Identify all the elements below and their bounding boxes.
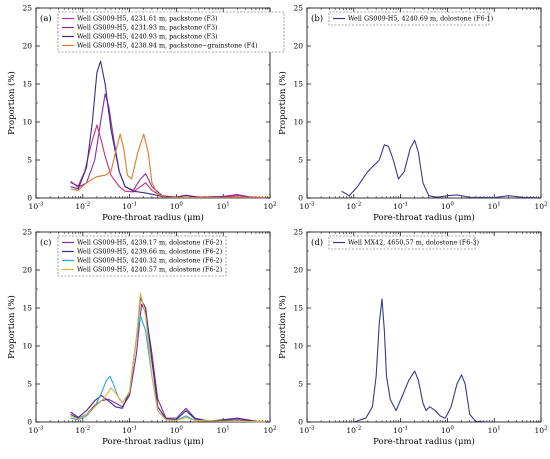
x-tick-label: 10-1 [122, 426, 137, 436]
x-tick-label: 10-1 [393, 426, 408, 436]
x-tick-label: 101 [217, 202, 230, 212]
y-axis-label: Proportion (%) [6, 295, 17, 359]
legend-entry: Well GS009-H5, 4239.17 m, dolostone (F6-… [77, 239, 222, 247]
y-tick-label: 0 [298, 418, 303, 427]
x-tick-label: 10-3 [29, 202, 44, 212]
legend-entry: Well GS009-H5, 4239.66 m, dolostone (F6-… [77, 248, 222, 256]
panel-label: (c) [40, 237, 51, 248]
chart-panel-3: 10-3 10-2 10-1 100 101 102 0 5 10 15 20 25 Pore-thro… [277, 228, 548, 447]
x-axis-label: Pore-throat radius (μm) [373, 212, 475, 223]
y-tick-label: 10 [293, 342, 303, 351]
legend-box [328, 11, 490, 26]
y-tick-label: 20 [293, 42, 303, 51]
series-line [70, 124, 266, 199]
series-line [70, 133, 266, 199]
legend-entry: Well MX42, 4650.57 m, dolostone (F6-3) [348, 239, 479, 247]
y-tick-label: 5 [298, 380, 303, 389]
y-tick-label: 15 [22, 80, 32, 89]
series-line [353, 298, 490, 423]
legend-entry: Well GS009-H5, 4240.32 m, dolostone (F6-… [77, 257, 222, 265]
y-tick-label: 25 [22, 228, 32, 237]
x-tick-label: 100 [441, 202, 455, 212]
legend-entry: Well GS009-H5, 4240.93 m, packstone (F3) [77, 33, 218, 41]
x-axis-label: Pore-throat radius (μm) [102, 436, 204, 447]
x-tick-label: 10-2 [75, 202, 90, 212]
panel-label: (d) [311, 237, 323, 248]
y-tick-label: 0 [27, 194, 32, 203]
panel-label: (b) [311, 13, 323, 24]
x-tick-label: 101 [488, 426, 501, 436]
y-tick-label: 20 [22, 42, 32, 51]
series-line [70, 315, 266, 423]
legend-entry: Well GS009-H5, 4231.93 m, packstone (F3) [77, 24, 218, 32]
series-line [70, 292, 266, 423]
series-line [341, 139, 537, 199]
x-tick-label: 10-3 [300, 426, 315, 436]
plot-frame [306, 7, 542, 199]
x-tick-label: 101 [217, 426, 230, 436]
chart-panel-0: 10-3 10-2 10-1 100 101 102 0 5 10 15 20 25 Pore-thro… [6, 4, 285, 223]
y-tick-label: 25 [293, 4, 303, 13]
y-tick-label: 10 [22, 118, 32, 127]
y-axis-label: Proportion (%) [277, 71, 288, 135]
legend-box [57, 235, 227, 277]
x-tick-label: 101 [488, 202, 501, 212]
y-tick-label: 5 [27, 380, 32, 389]
legend-entry: Well GS009-H5, 4231.61 m, packstone (F3) [77, 15, 218, 23]
y-tick-label: 15 [293, 304, 303, 313]
x-tick-label: 102 [263, 426, 276, 436]
x-axis-label: Pore-throat radius (μm) [373, 436, 475, 447]
y-tick-label: 15 [293, 80, 303, 89]
x-tick-label: 102 [534, 426, 547, 436]
x-tick-label: 10-2 [346, 202, 361, 212]
legend-box [328, 235, 476, 250]
x-tick-label: 10-1 [393, 202, 408, 212]
y-tick-label: 10 [22, 342, 32, 351]
y-tick-label: 10 [293, 118, 303, 127]
y-tick-label: 25 [22, 4, 32, 13]
series-line [70, 303, 266, 423]
y-tick-label: 15 [22, 304, 32, 313]
chart-panel-1: 10-3 10-2 10-1 100 101 102 0 5 10 15 20 25 Pore-thro… [277, 4, 548, 223]
legend-entry: Well GS009-H5, 4240.57 m, dolostone (F6-… [77, 266, 222, 274]
x-tick-label: 100 [170, 202, 184, 212]
y-tick-label: 0 [27, 418, 32, 427]
x-tick-label: 10-2 [346, 426, 361, 436]
legend-entry: Well GS009-H5, 4240.69 m, dolostone (F6-… [348, 15, 493, 23]
y-tick-label: 5 [27, 156, 32, 165]
y-tick-label: 25 [293, 228, 303, 237]
series-line [70, 93, 266, 199]
y-tick-label: 5 [298, 156, 303, 165]
y-axis-label: Proportion (%) [6, 71, 17, 135]
y-tick-label: 20 [293, 266, 303, 275]
x-tick-label: 102 [263, 202, 276, 212]
legend-entry: Well GS009-H5, 4238.94 m, packstone−grai… [77, 42, 258, 50]
legend-box [57, 11, 285, 53]
panel-label: (a) [40, 13, 52, 24]
x-tick-label: 10-2 [75, 426, 90, 436]
x-tick-label: 102 [534, 202, 547, 212]
x-tick-label: 100 [170, 426, 184, 436]
plot-frame [306, 231, 542, 423]
y-axis-label: Proportion (%) [277, 295, 288, 359]
x-tick-label: 10-3 [300, 202, 315, 212]
series-line [70, 60, 266, 199]
y-tick-label: 0 [298, 194, 303, 203]
x-tick-label: 10-3 [29, 426, 44, 436]
y-tick-label: 20 [22, 266, 32, 275]
x-tick-label: 100 [441, 426, 455, 436]
x-axis-label: Pore-throat radius (μm) [102, 212, 204, 223]
series-line [70, 297, 266, 423]
x-tick-label: 10-1 [122, 202, 137, 212]
chart-panel-2: 10-3 10-2 10-1 100 101 102 0 5 10 15 20 25 Pore-thro… [6, 228, 277, 447]
